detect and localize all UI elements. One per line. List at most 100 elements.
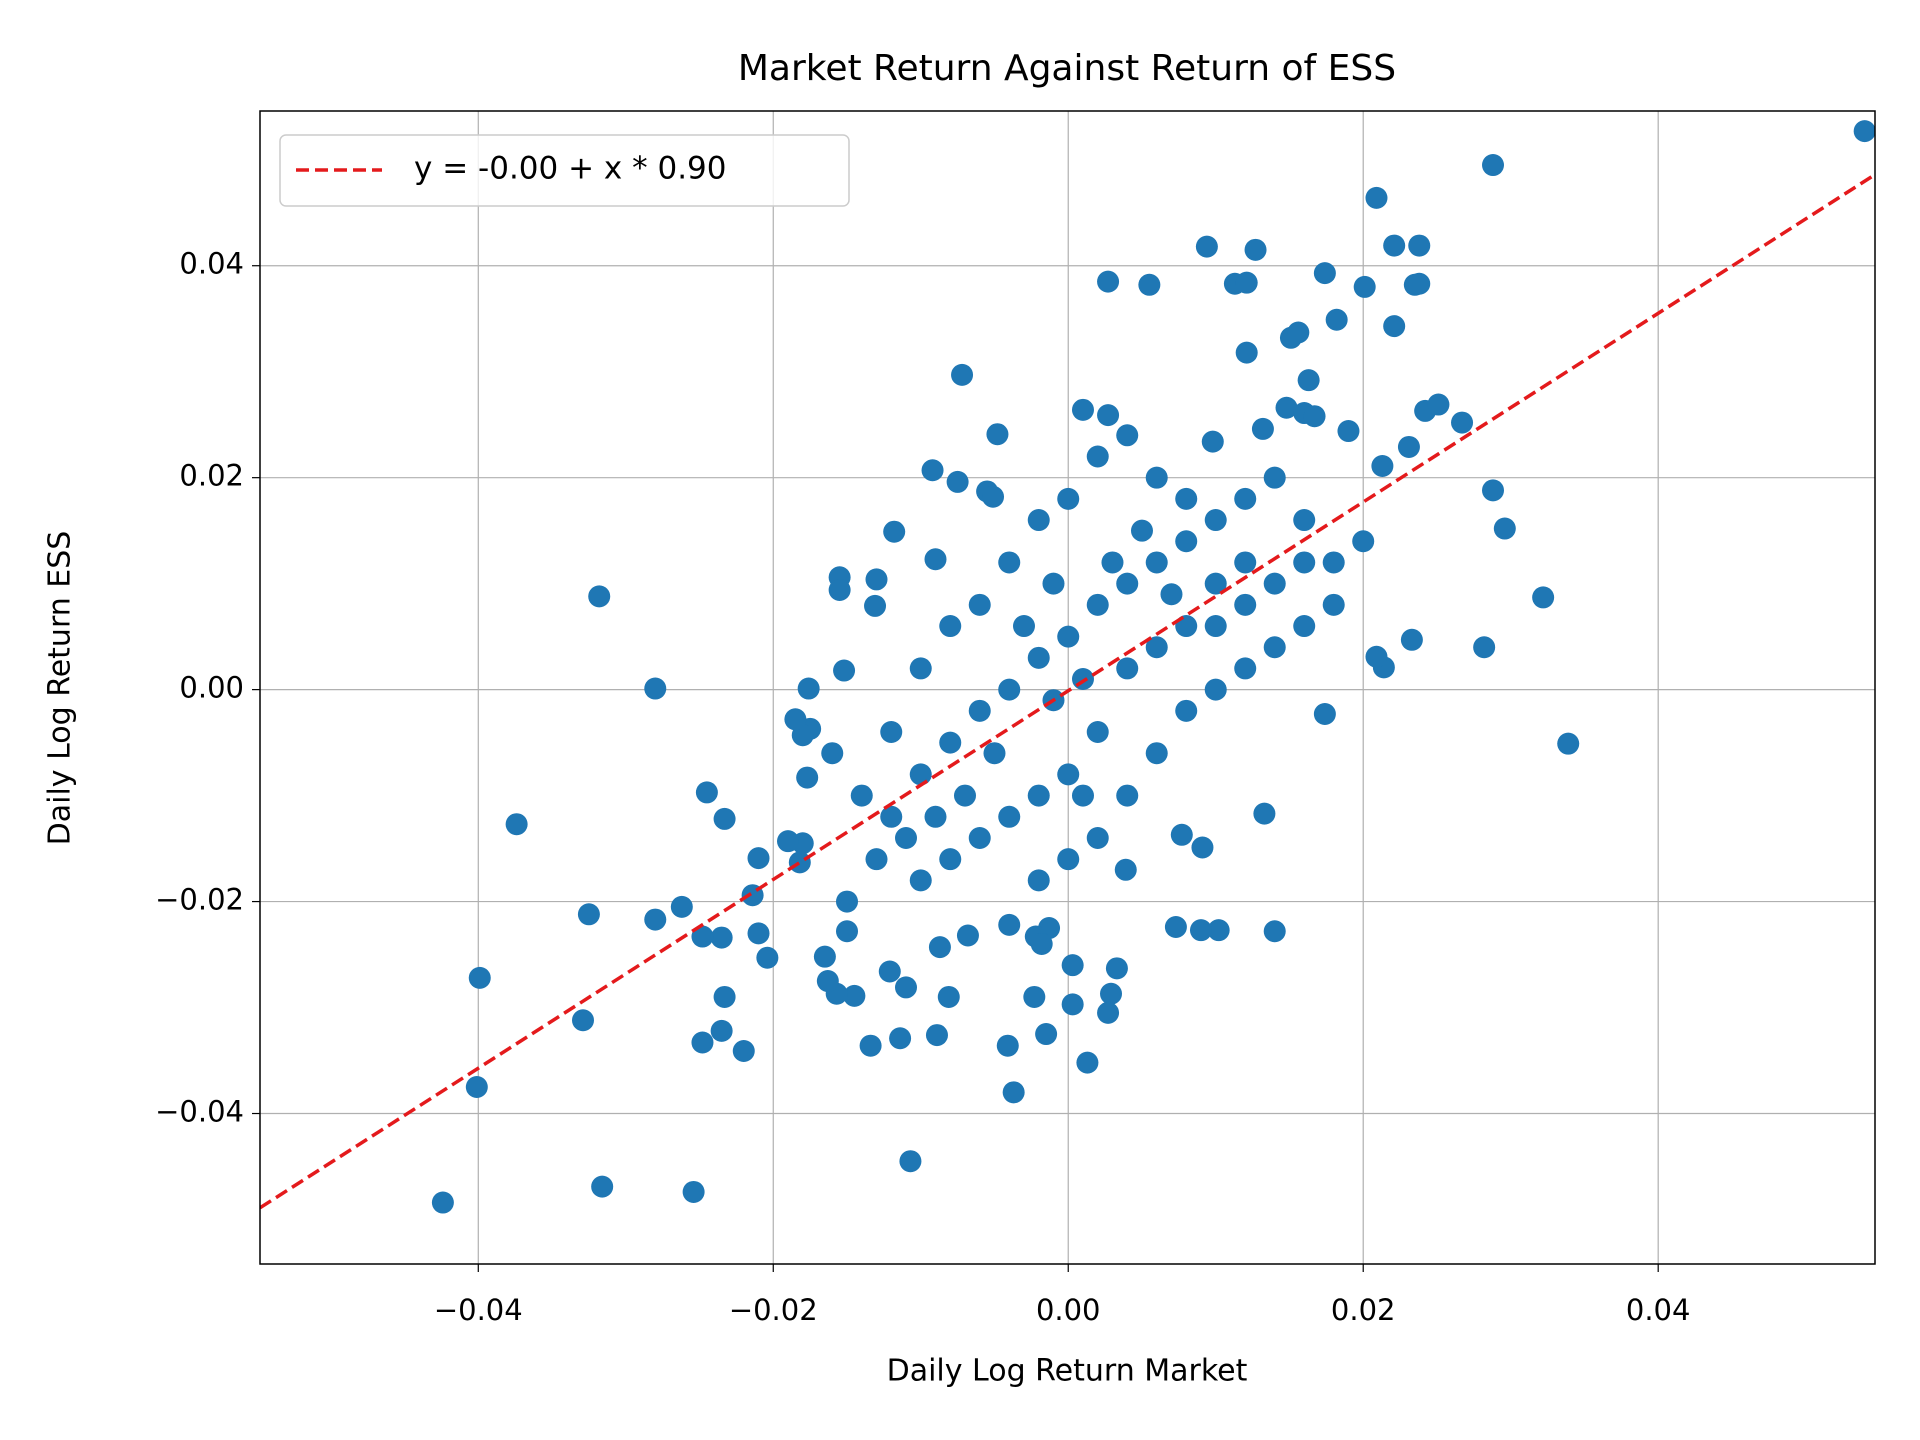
point	[797, 677, 820, 700]
point	[1532, 586, 1555, 609]
point	[937, 985, 960, 1008]
point	[880, 721, 903, 744]
point	[1371, 455, 1394, 478]
x-tick-label: 0.02	[1331, 1293, 1396, 1327]
point	[756, 946, 779, 969]
point	[828, 579, 851, 602]
point	[864, 594, 887, 617]
point	[1234, 487, 1257, 510]
point	[1263, 920, 1286, 943]
point	[1204, 615, 1227, 638]
point	[591, 1175, 614, 1198]
point	[788, 851, 811, 874]
point	[1383, 315, 1406, 338]
point	[986, 423, 1009, 446]
point	[695, 781, 718, 804]
point	[1325, 308, 1348, 331]
point	[1057, 763, 1080, 786]
point	[577, 903, 600, 926]
point	[1365, 645, 1388, 668]
point	[1116, 657, 1139, 680]
point	[1061, 954, 1084, 977]
point	[1116, 784, 1139, 807]
point	[883, 520, 906, 543]
point	[644, 677, 667, 700]
point	[1408, 272, 1431, 295]
point	[1557, 732, 1580, 755]
point	[1408, 234, 1431, 257]
point	[843, 984, 866, 1007]
point	[1482, 154, 1505, 177]
x-tick-label: −0.04	[434, 1293, 523, 1327]
point	[1482, 479, 1505, 502]
point	[998, 551, 1021, 574]
point	[732, 1039, 755, 1062]
point	[1204, 678, 1227, 701]
point	[1071, 668, 1094, 691]
point	[1138, 273, 1161, 296]
point	[431, 1191, 454, 1214]
point	[1116, 424, 1139, 447]
point	[1097, 270, 1120, 293]
point	[909, 657, 932, 680]
point	[1313, 702, 1336, 725]
point	[939, 731, 962, 754]
point	[939, 848, 962, 871]
x-tick-label: 0.04	[1626, 1293, 1691, 1327]
point	[1027, 509, 1050, 532]
point	[983, 742, 1006, 765]
point	[953, 784, 976, 807]
point	[1170, 823, 1193, 846]
point	[747, 847, 770, 870]
point	[998, 913, 1021, 936]
point	[468, 966, 491, 989]
point	[1383, 234, 1406, 257]
point	[796, 766, 819, 789]
point	[1263, 466, 1286, 489]
point	[1397, 435, 1420, 458]
point	[1365, 186, 1388, 209]
point	[1175, 699, 1198, 722]
point	[1322, 593, 1345, 616]
point	[710, 1019, 733, 1042]
y-tick-label: 0.02	[179, 459, 244, 493]
x-tick-label: −0.02	[729, 1293, 818, 1327]
x-tick-label: 0.00	[1036, 1293, 1101, 1327]
grid	[260, 111, 1875, 1264]
y-axis-label: Daily Log Return ESS	[43, 531, 78, 846]
point	[1061, 993, 1084, 1016]
point	[816, 970, 839, 993]
point	[1297, 369, 1320, 392]
point	[1164, 916, 1187, 939]
point	[1071, 784, 1094, 807]
point	[865, 848, 888, 871]
point	[1234, 551, 1257, 574]
point	[836, 890, 859, 913]
point	[1234, 657, 1257, 680]
fit-line	[260, 173, 1875, 1210]
point	[713, 985, 736, 1008]
point	[1076, 1051, 1099, 1074]
point	[1853, 120, 1875, 143]
point	[1263, 572, 1286, 595]
point	[1035, 1023, 1058, 1046]
point	[925, 1024, 948, 1047]
point	[1027, 784, 1050, 807]
point	[1042, 572, 1065, 595]
point	[1353, 275, 1376, 298]
point	[1145, 742, 1168, 765]
point	[821, 742, 844, 765]
point	[956, 924, 979, 947]
point	[1400, 628, 1423, 651]
point	[1263, 636, 1286, 659]
x-axis-label: Daily Log Return Market	[887, 1354, 1248, 1389]
point	[1235, 271, 1258, 294]
point	[1204, 509, 1227, 532]
point	[1030, 932, 1053, 955]
point	[1086, 593, 1109, 616]
point	[691, 925, 714, 948]
point	[946, 470, 969, 493]
point	[682, 1180, 705, 1203]
point	[1027, 646, 1050, 669]
point	[1057, 848, 1080, 871]
